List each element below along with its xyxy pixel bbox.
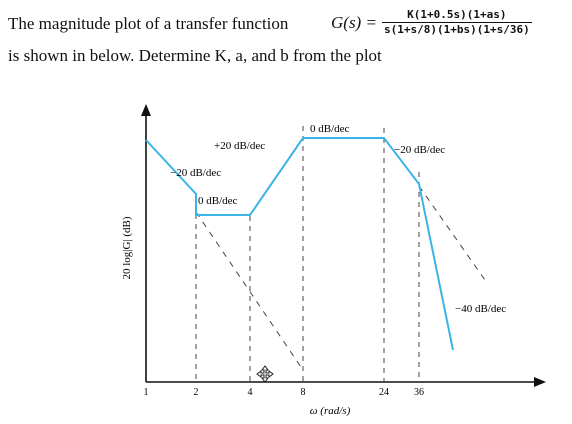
- slope-label-sixth: −40 dB/dec: [455, 303, 506, 315]
- problem-statement: The magnitude plot of a transfer functio…: [8, 8, 564, 65]
- transfer-function-fraction: K(1+0.5s)(1+as) s(1+s/8)(1+bs)(1+s/36): [382, 8, 532, 37]
- x-tick-2: 2: [194, 387, 199, 398]
- x-axis-label: ω (rad/s): [310, 405, 351, 417]
- slope-label-second: 0 dB/dec: [198, 195, 238, 207]
- slope-label-first: −20 dB/dec: [170, 167, 221, 179]
- x-tick-4: 4: [248, 387, 253, 398]
- extension-minus20-line: [195, 211, 304, 371]
- y-axis-label: 20 log|G| (dB): [121, 216, 133, 279]
- transfer-function-numerator: K(1+0.5s)(1+as): [382, 8, 532, 23]
- problem-text-line-1: The magnitude plot of a transfer functio…: [8, 14, 289, 33]
- magnitude-curve: [145, 137, 454, 351]
- problem-line-1: The magnitude plot of a transfer functio…: [8, 8, 564, 38]
- slope-label-fifth: −20 dB/dec: [394, 144, 445, 156]
- x-tick-36: 36: [414, 387, 424, 398]
- x-tick-8: 8: [301, 387, 306, 398]
- transfer-function-name: G(s) =: [331, 13, 377, 32]
- move-cursor-icon: [256, 365, 274, 383]
- x-axis-arrowhead: [534, 377, 546, 387]
- y-axis-arrowhead: [141, 104, 151, 116]
- transfer-function-denominator: s(1+s/8)(1+bs)(1+s/36): [384, 23, 530, 36]
- dashed-guides: [195, 126, 420, 382]
- slope-label-third: +20 dB/dec: [214, 140, 265, 152]
- x-tick-24: 24: [379, 387, 389, 398]
- problem-text-line-2: is shown in below. Determine K, a, and b…: [8, 46, 382, 65]
- x-tick-1: 1: [144, 387, 149, 398]
- slope-label-fourth: 0 dB/dec: [310, 123, 350, 135]
